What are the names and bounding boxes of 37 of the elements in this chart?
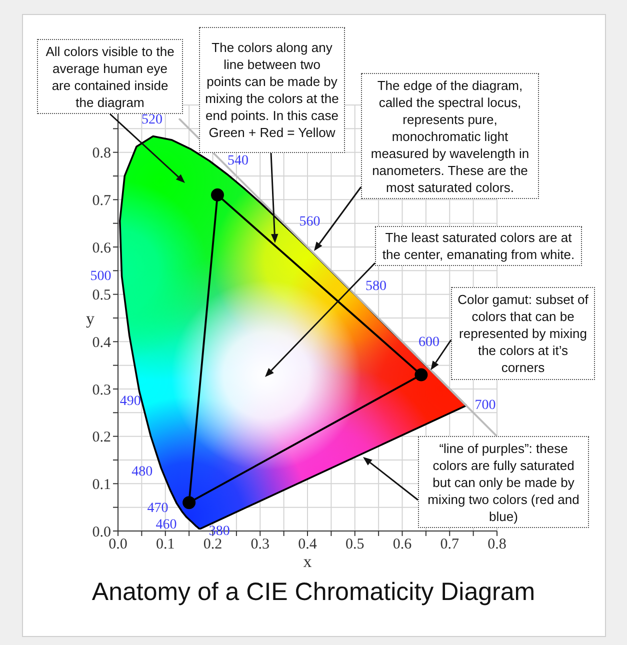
x-tick-label: 0.2 <box>203 536 222 553</box>
x-tick-label: 0.0 <box>108 536 128 553</box>
x-tick-label: 0.7 <box>440 536 460 553</box>
annotation: Color gamut: subset of colors that can be represented by mixing the colors at it’s corners <box>457 291 589 376</box>
text: 500 <box>90 268 112 284</box>
annotation: 470 <box>147 501 168 516</box>
x-tick-label: 0.8 <box>488 536 506 553</box>
x-tick-label: 0.6 <box>392 536 412 553</box>
annotation: 520 <box>142 112 163 128</box>
x-tick-label: 0.3 <box>250 536 270 553</box>
text: Anatomy of a CIE Chromaticity Diagram <box>90 577 536 608</box>
x-axis-title: x <box>303 552 312 571</box>
y-axis-title: y <box>86 309 95 328</box>
y-tick-label: 0.8 <box>92 146 111 162</box>
y-tick-label: 0.4 <box>92 334 112 351</box>
annotation: 480 <box>132 464 153 480</box>
y-tick-label: 0.6 <box>92 240 112 256</box>
y-tick-label: 0.3 <box>92 382 111 398</box>
annotation: 460 <box>156 517 177 532</box>
y-tick-label: 0.2 <box>92 430 111 446</box>
y-tick-label: 0.5 <box>92 288 111 304</box>
y-tick-label: 0.7 <box>92 192 112 209</box>
annotation: 560 <box>299 214 320 230</box>
annotation: 540 <box>227 154 248 169</box>
annotation: All colors visible to the average human eye are contained inside the diagram <box>44 42 176 110</box>
annotation: 700 <box>474 398 496 414</box>
y-tick-label: 0.0 <box>92 524 111 540</box>
x-tick-label: 0.1 <box>156 536 175 553</box>
annotation: The colors along any line between two points can be made by mixing the colors at the end points. In this case Green + Red = Yellow <box>205 39 339 141</box>
y-tick-label: 0.1 <box>92 476 111 493</box>
x-tick-label: 0.5 <box>346 536 364 553</box>
x-tick-label: 0.4 <box>298 536 318 553</box>
annotation: 580 <box>366 278 387 294</box>
annotation: The least saturated colors are at the center, emanating from white. <box>381 229 576 263</box>
annotation: “line of purples”: these colors are fully saturated but can only be made by mixing two colors (red and blue) <box>426 440 580 524</box>
annotation: 600 <box>418 334 440 350</box>
annotation: 490 <box>120 394 141 409</box>
